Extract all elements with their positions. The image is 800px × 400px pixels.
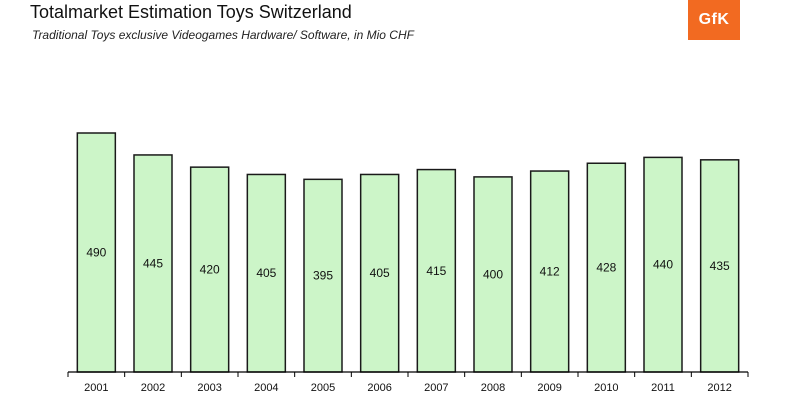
bar-value-label-2004: 405 (256, 266, 276, 280)
x-tick-label-2003: 2003 (197, 382, 221, 394)
bar-value-label-2012: 435 (710, 259, 730, 273)
bar-2003 (189, 166, 230, 373)
x-tick-label-2005: 2005 (311, 382, 335, 394)
bar-value-label-2009: 412 (540, 265, 560, 279)
gfk-logo: GfK (688, 0, 740, 40)
x-tick-label-2006: 2006 (367, 382, 391, 394)
bars-group: 490 445 420 405 395 405 415 400 412 428 440 435 (76, 132, 740, 373)
x-tick-label-2001: 2001 (84, 382, 108, 394)
bar-2011 (643, 156, 683, 373)
bar-value-label-2006: 405 (370, 266, 390, 280)
bar-value-label-2010: 428 (596, 261, 616, 275)
bar-value-label-2001: 490 (86, 246, 106, 260)
bar-2007 (416, 168, 457, 373)
bar-value-label-2002: 445 (143, 256, 163, 270)
bar-2001 (76, 132, 117, 373)
chart-title: Totalmarket Estimation Toys Switzerland (30, 2, 352, 22)
bar-value-label-2007: 415 (426, 264, 446, 278)
x-tick-label-2008: 2008 (481, 382, 505, 394)
x-tick-label-2011: 2011 (651, 382, 675, 394)
bar-2005 (303, 178, 343, 373)
x-tick-label-2009: 2009 (537, 382, 561, 394)
bar-2010 (586, 162, 627, 373)
bar-value-label-2003: 420 (200, 263, 220, 277)
x-tick-label-2004: 2004 (254, 382, 278, 394)
x-tick-label-2007: 2007 (424, 382, 448, 394)
bar-value-label-2011: 440 (653, 258, 673, 272)
x-tick-label-2012: 2012 (707, 382, 731, 394)
x-tick-label-2010: 2010 (594, 382, 618, 394)
bar-2008 (473, 176, 513, 373)
bar-value-label-2005: 395 (313, 269, 333, 283)
bar-2006 (359, 173, 400, 373)
x-tick-label-2002: 2002 (141, 382, 165, 394)
bar-value-label-2008: 400 (483, 267, 503, 281)
chart-subtitle: Traditional Toys exclusive Videogames Ha… (32, 28, 414, 42)
x-tick-group: 2001 2002 2003 2004 2005 2006 2007 2008 2009 2010… (67, 372, 749, 394)
bar-2004 (246, 173, 287, 373)
